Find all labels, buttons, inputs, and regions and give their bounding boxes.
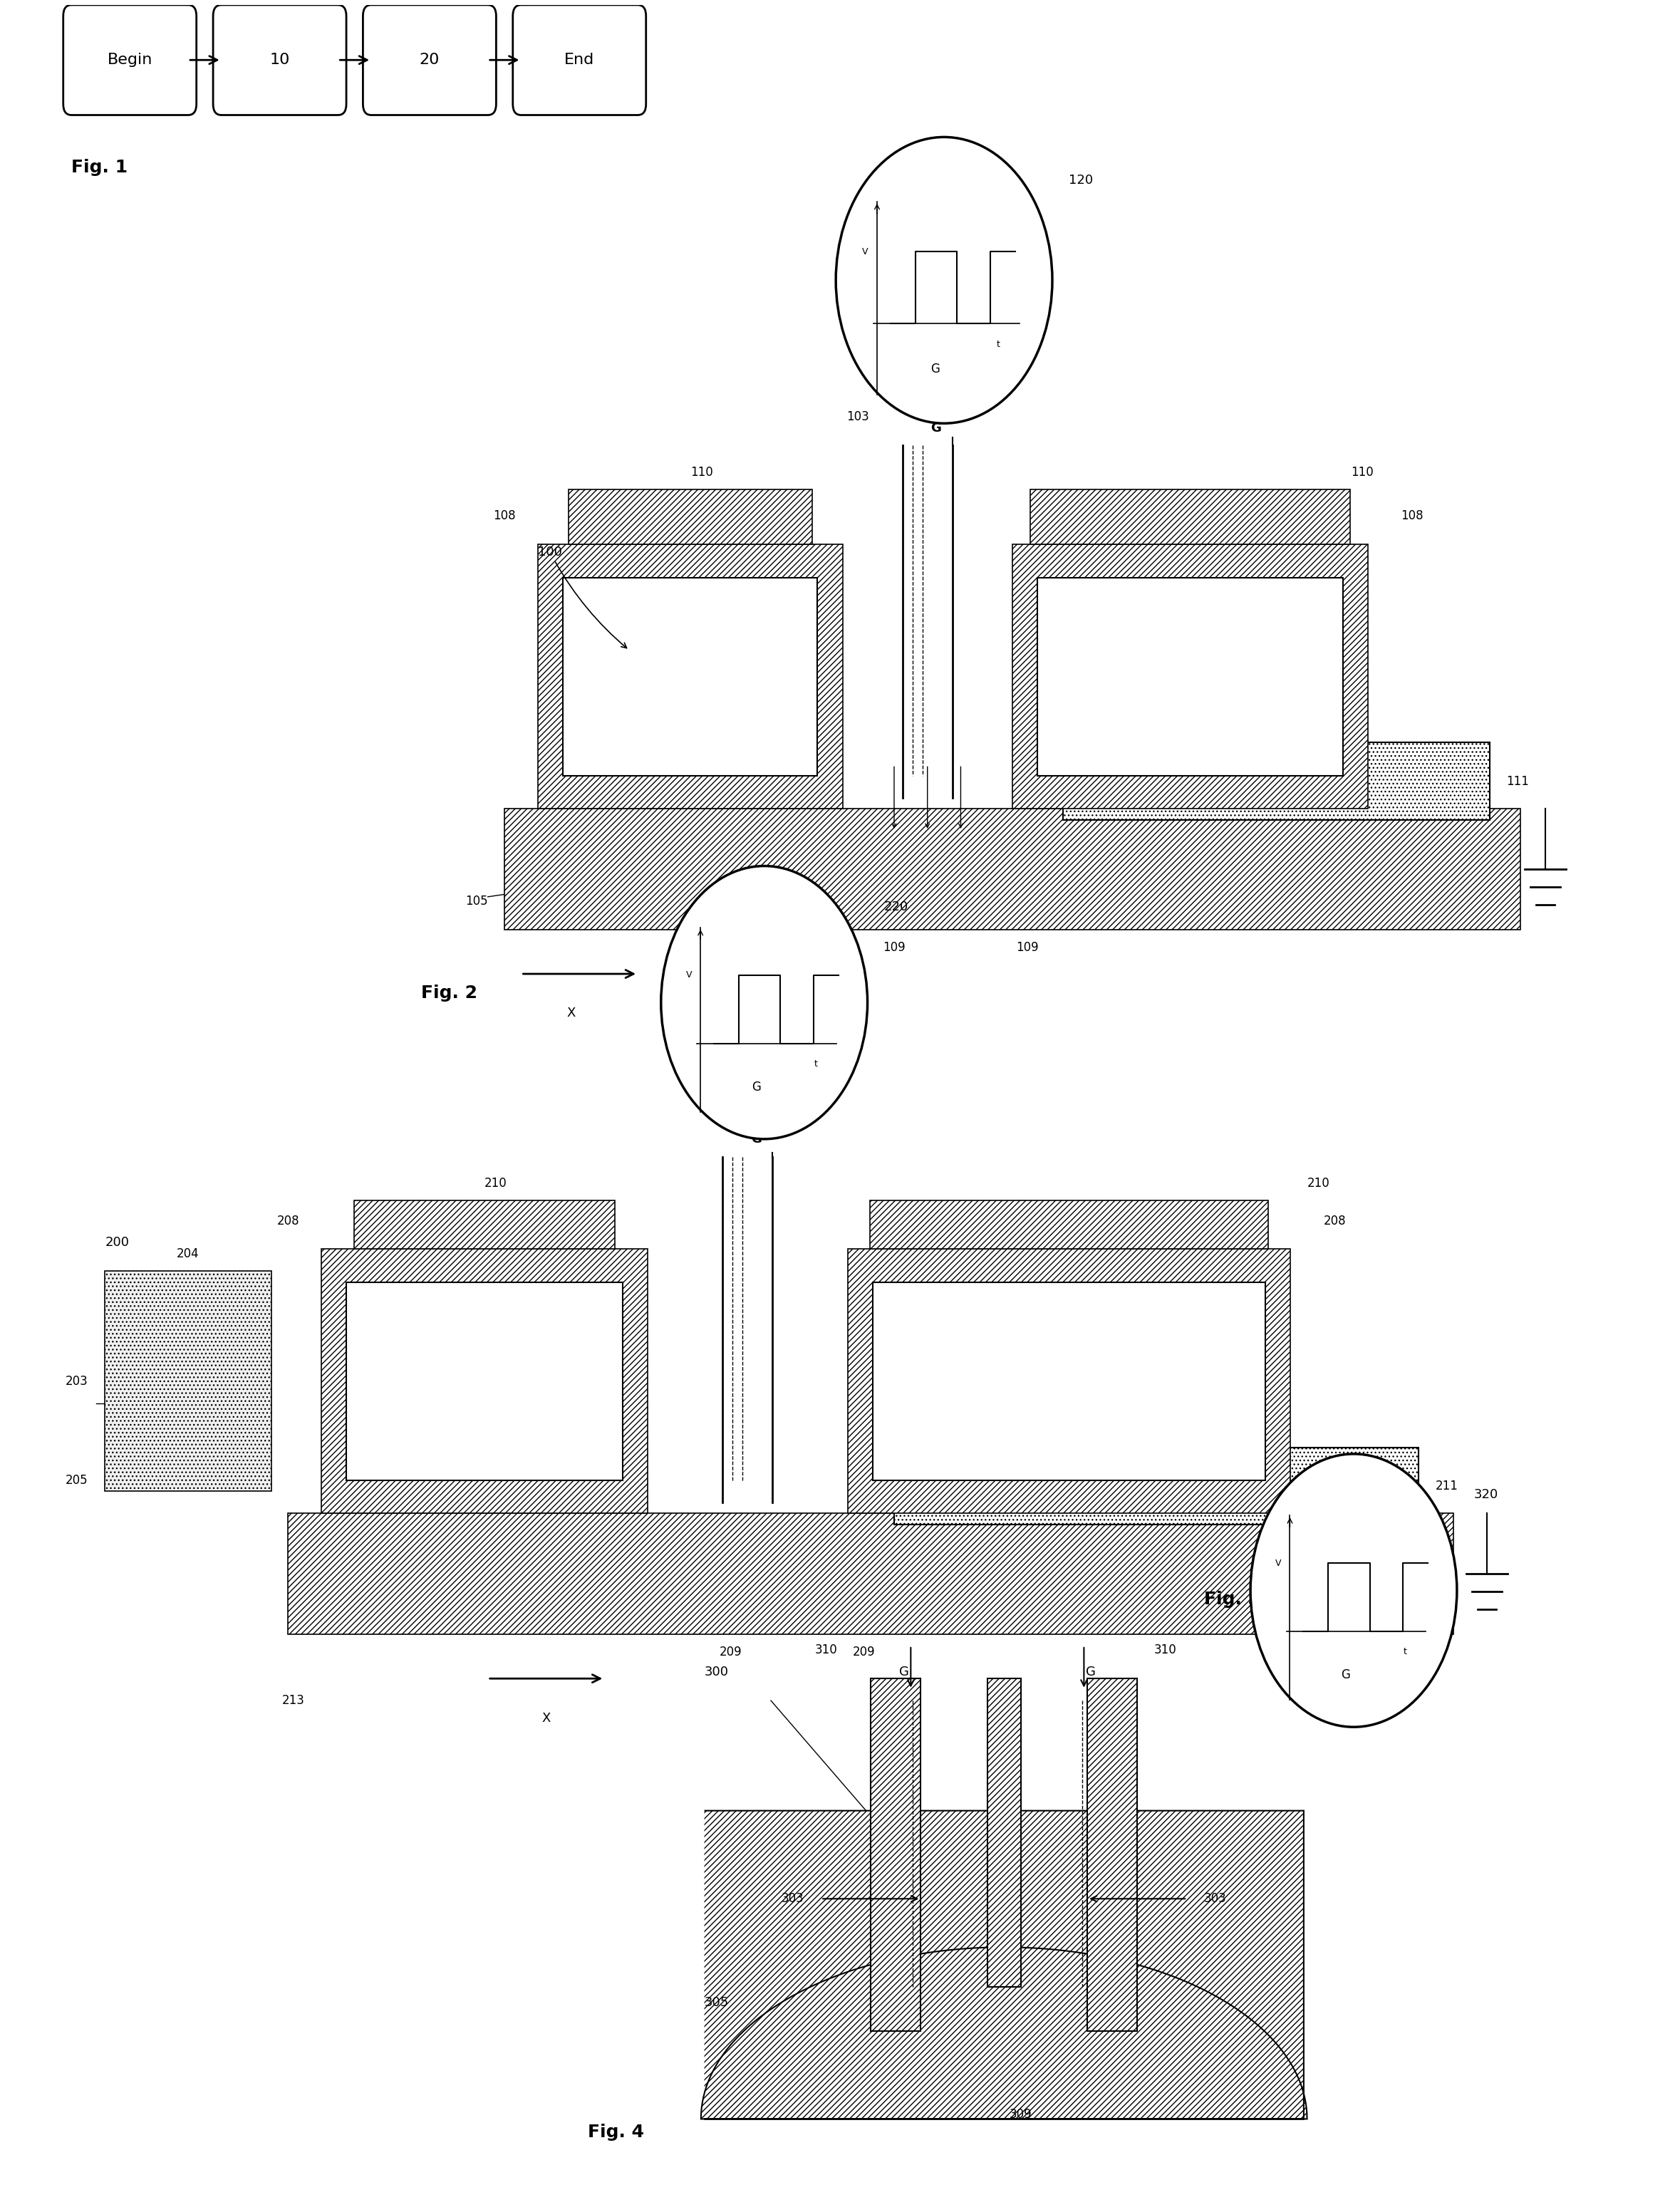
Bar xyxy=(1064,743,1489,821)
Text: 220: 220 xyxy=(884,900,908,914)
Circle shape xyxy=(1251,1453,1457,1728)
Text: 205: 205 xyxy=(65,1473,89,1486)
Text: V: V xyxy=(863,248,868,257)
Bar xyxy=(568,489,812,544)
Text: Begin: Begin xyxy=(107,53,152,66)
Text: V: V xyxy=(1275,1559,1281,1568)
Text: X: X xyxy=(566,1006,576,1020)
FancyBboxPatch shape xyxy=(513,4,647,115)
Text: X: X xyxy=(541,1712,551,1725)
Bar xyxy=(1030,489,1350,544)
Bar xyxy=(894,1447,1419,1524)
Text: 210: 210 xyxy=(484,1177,508,1190)
Text: t: t xyxy=(814,1060,817,1068)
Text: G: G xyxy=(1340,1668,1350,1681)
Bar xyxy=(987,1679,1020,1986)
Text: 204: 204 xyxy=(178,1248,199,1261)
Text: 309: 309 xyxy=(1010,2108,1032,2121)
PathPatch shape xyxy=(700,1812,1307,2119)
Bar xyxy=(1037,577,1343,776)
Text: 110: 110 xyxy=(690,465,714,478)
Text: 305: 305 xyxy=(704,1995,729,2008)
Bar xyxy=(538,544,843,810)
Text: Fig. 1: Fig. 1 xyxy=(72,159,127,177)
Text: t: t xyxy=(997,341,1000,349)
Bar xyxy=(1012,544,1368,810)
Bar xyxy=(1087,1679,1137,2031)
Text: 300: 300 xyxy=(704,1666,729,1679)
Bar xyxy=(106,1272,271,1491)
Text: 303: 303 xyxy=(1204,1891,1226,1905)
Text: 120: 120 xyxy=(1069,173,1094,186)
Text: Fig. 4: Fig. 4 xyxy=(588,2124,643,2141)
Text: 310: 310 xyxy=(1154,1644,1176,1657)
Text: Fig. 2: Fig. 2 xyxy=(420,984,477,1002)
Text: G: G xyxy=(750,1133,762,1146)
Text: 200: 200 xyxy=(106,1237,129,1250)
Text: 303: 303 xyxy=(782,1891,804,1905)
Bar xyxy=(504,810,1521,929)
Text: Fig. 3: Fig. 3 xyxy=(1204,1590,1260,1608)
Bar xyxy=(347,1283,623,1480)
Text: 20: 20 xyxy=(419,53,439,66)
Bar xyxy=(322,1250,648,1513)
Text: 310: 310 xyxy=(814,1644,838,1657)
Text: G: G xyxy=(752,1082,760,1093)
Bar xyxy=(873,1283,1265,1480)
Circle shape xyxy=(662,865,868,1139)
Bar xyxy=(353,1201,615,1250)
Text: G: G xyxy=(931,422,941,434)
Text: 209: 209 xyxy=(853,1646,876,1659)
Bar xyxy=(563,577,817,776)
Text: 208: 208 xyxy=(276,1214,300,1228)
Text: 113: 113 xyxy=(672,989,693,1002)
Text: 211: 211 xyxy=(1435,1480,1457,1493)
Text: 10: 10 xyxy=(270,53,290,66)
FancyBboxPatch shape xyxy=(64,4,196,115)
Text: 320: 320 xyxy=(1474,1489,1497,1502)
Text: End: End xyxy=(564,53,595,66)
Text: 210: 210 xyxy=(1306,1177,1330,1190)
Text: 208: 208 xyxy=(1323,1214,1347,1228)
Text: 108: 108 xyxy=(492,509,516,522)
Circle shape xyxy=(836,137,1052,422)
Text: 100: 100 xyxy=(538,546,626,648)
FancyBboxPatch shape xyxy=(363,4,496,115)
Text: G: G xyxy=(931,363,940,376)
Text: 111: 111 xyxy=(1506,774,1529,787)
Text: G: G xyxy=(899,1666,910,1679)
Text: t: t xyxy=(1404,1648,1407,1657)
Text: 109: 109 xyxy=(1017,940,1039,953)
Bar xyxy=(871,1679,921,2031)
Text: 213: 213 xyxy=(281,1694,305,1708)
Bar xyxy=(869,1201,1268,1250)
Bar xyxy=(288,1513,1454,1635)
Text: 203: 203 xyxy=(65,1376,89,1387)
Text: V: V xyxy=(685,971,692,980)
FancyBboxPatch shape xyxy=(213,4,347,115)
Text: 103: 103 xyxy=(846,411,869,422)
Text: 110: 110 xyxy=(1352,465,1374,478)
Text: 105: 105 xyxy=(466,896,487,907)
Text: 209: 209 xyxy=(720,1646,742,1659)
Text: 108: 108 xyxy=(1402,509,1424,522)
Text: G: G xyxy=(1085,1666,1095,1679)
Text: 109: 109 xyxy=(883,940,906,953)
Bar xyxy=(848,1250,1290,1513)
